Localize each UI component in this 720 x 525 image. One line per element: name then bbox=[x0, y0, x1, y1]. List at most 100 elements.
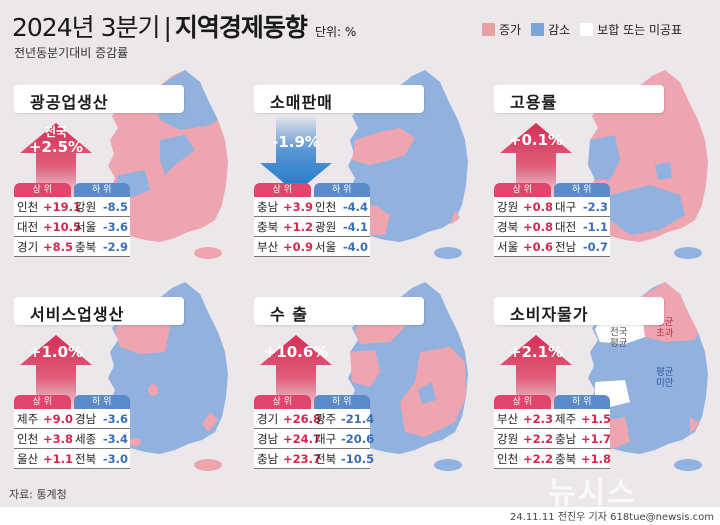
arrow-up-icon bbox=[20, 123, 92, 201]
legend-label-decrease: 감소 bbox=[548, 23, 571, 37]
credit-line: 24.11.11 전진우 기자 618tue@newsis.com bbox=[510, 512, 714, 523]
region: 충남 bbox=[257, 451, 279, 466]
value: -2.9 bbox=[102, 239, 128, 254]
panel-title: 수 출 bbox=[254, 297, 424, 325]
table-row: 강원 +2.2 충남 +1.7 bbox=[494, 429, 611, 449]
legend: 증가 감소 보합 또는 미공표 bbox=[476, 21, 682, 38]
value: -3.6 bbox=[102, 411, 128, 426]
value: -3.6 bbox=[102, 219, 128, 234]
korea-map bbox=[588, 70, 708, 259]
national-value: +10.6% bbox=[263, 343, 329, 361]
value: +2.2 bbox=[523, 451, 554, 466]
table-row: 경기 +8.5 충북 -2.9 bbox=[14, 237, 130, 257]
panel-title: 소비자물가 bbox=[494, 297, 664, 325]
region: 충남 bbox=[555, 431, 577, 446]
legend-label-neutral: 보합 또는 미공표 bbox=[597, 23, 683, 37]
top-header: 상 위 bbox=[494, 183, 551, 197]
region: 광주 bbox=[315, 411, 337, 426]
region: 제주 bbox=[17, 411, 39, 426]
value: -4.1 bbox=[342, 219, 368, 234]
subtitle: 전년동분기대비 증감률 bbox=[14, 46, 129, 60]
top-header: 상 위 bbox=[254, 395, 311, 409]
region: 충북 bbox=[75, 239, 97, 254]
bottom-header: 하 위 bbox=[313, 395, 370, 409]
value: +26.8 bbox=[283, 411, 322, 426]
table-row: 제주 +9.0 경남 -3.6 bbox=[14, 409, 130, 429]
value: -21.4 bbox=[341, 411, 375, 426]
value: -4.4 bbox=[342, 199, 368, 214]
table-row: 충남 +3.9 인천 -4.4 bbox=[254, 197, 370, 217]
source-label: 자료: 통계청 bbox=[9, 488, 67, 501]
value: +19.1 bbox=[43, 199, 82, 214]
map-label-above-avg: 평균 초과 bbox=[656, 317, 674, 339]
value: -0.7 bbox=[582, 239, 608, 254]
arrow-up-icon bbox=[20, 335, 92, 413]
panel-title: 고용률 bbox=[494, 85, 664, 113]
region: 제주 bbox=[555, 411, 577, 426]
table-row: 경기 +26.8 광주 -21.4 bbox=[254, 409, 375, 429]
region: 전남 bbox=[555, 239, 577, 254]
title-separator: | bbox=[163, 13, 172, 42]
table-row: 충북 +1.2 광원 -4.1 bbox=[254, 217, 370, 237]
national-value: -1.9% bbox=[272, 133, 320, 151]
table-row: 강원 +0.8 대구 -2.3 bbox=[494, 197, 610, 217]
region: 울산 bbox=[17, 451, 39, 466]
title-period: 2024년 3분기 bbox=[12, 13, 160, 42]
value: +1.8 bbox=[581, 451, 612, 466]
region: 충남 bbox=[257, 199, 279, 214]
bottom-header: 하 위 bbox=[73, 183, 130, 197]
map-label-national-avg: 전국 평균 bbox=[610, 327, 628, 349]
region: 서울 bbox=[497, 239, 519, 254]
region: 대구 bbox=[555, 199, 577, 214]
region: 경남 bbox=[75, 411, 97, 426]
value: -2.3 bbox=[582, 199, 608, 214]
region: 인천 bbox=[17, 199, 39, 214]
region: 광원 bbox=[315, 219, 337, 234]
value: -3.0 bbox=[102, 451, 128, 466]
region: 부산 bbox=[497, 411, 519, 426]
region: 대전 bbox=[555, 219, 577, 234]
table-row: 부산 +0.9 서울 -4.0 bbox=[254, 237, 370, 257]
panel-title: 광공업생산 bbox=[14, 85, 184, 113]
national-value: +1.0% bbox=[28, 343, 84, 361]
value: +0.9 bbox=[283, 239, 314, 254]
region: 경기 bbox=[17, 239, 39, 254]
region: 전북 bbox=[315, 451, 337, 466]
region: 인천 bbox=[315, 199, 337, 214]
value: +3.8 bbox=[43, 431, 74, 446]
title-main: 지역경제동향 bbox=[174, 13, 308, 42]
value: +0.8 bbox=[523, 219, 554, 234]
value: +10.5 bbox=[43, 219, 82, 234]
value: -20.6 bbox=[341, 431, 375, 446]
national-label: 전국 bbox=[44, 125, 68, 139]
top-header: 상 위 bbox=[254, 183, 311, 197]
region: 충북 bbox=[257, 219, 279, 234]
value: -3.4 bbox=[102, 431, 128, 446]
region: 전북 bbox=[75, 451, 97, 466]
value: +1.1 bbox=[43, 451, 74, 466]
panel-title: 서비스업생산 bbox=[14, 297, 184, 325]
legend-swatch-decrease bbox=[531, 23, 545, 36]
region: 대전 bbox=[17, 219, 39, 234]
value: +1.5 bbox=[581, 411, 612, 426]
value: +23.7 bbox=[283, 451, 322, 466]
national-value: +0.1% bbox=[508, 131, 564, 149]
value: +8.5 bbox=[43, 239, 74, 254]
panel-title: 소매판매 bbox=[254, 85, 424, 113]
bottom-header: 하 위 bbox=[313, 183, 370, 197]
map-label-below-avg: 평균 미만 bbox=[656, 367, 674, 389]
arrow-up-icon bbox=[500, 123, 572, 201]
value: -8.5 bbox=[102, 199, 128, 214]
table-row: 인천 +2.2 충북 +1.8 bbox=[494, 449, 612, 469]
region: 대구 bbox=[315, 431, 337, 446]
region: 경남 bbox=[257, 431, 279, 446]
value: +24.7 bbox=[283, 431, 322, 446]
